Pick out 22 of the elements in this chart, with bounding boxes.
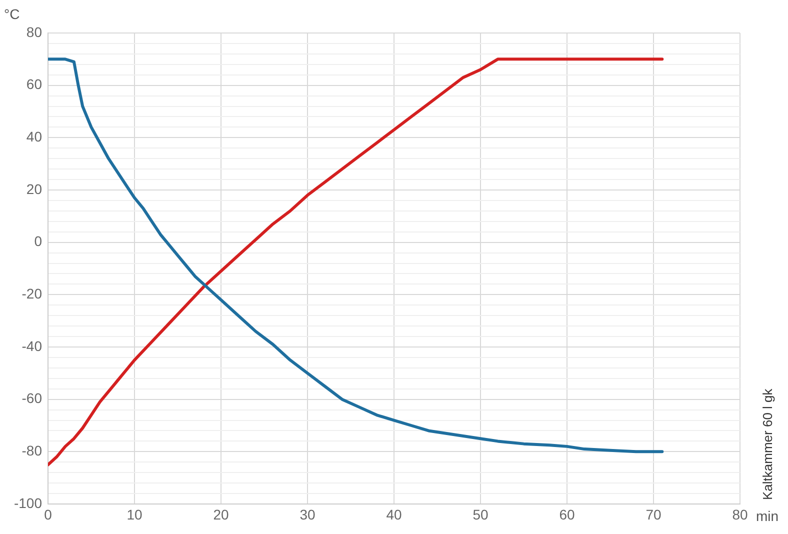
y-tick-label: -60	[22, 390, 42, 406]
x-tick-label: 50	[472, 506, 488, 522]
x-tick-label: 30	[300, 506, 316, 522]
x-tick-label: 0	[44, 506, 52, 522]
x-tick-label: 10	[126, 506, 142, 522]
x-tick-label: 40	[386, 506, 402, 522]
y-tick-label: 20	[26, 180, 42, 197]
y-tick-label: 80	[26, 24, 42, 40]
text: Kaltkammer 60 l gk	[760, 388, 775, 500]
x-axis-title: min	[756, 508, 779, 524]
y-tick-label: 60	[26, 76, 42, 92]
y-tick-label: -40	[22, 338, 42, 354]
y-tick-label: -20	[22, 286, 42, 302]
x-tick-label: 20	[213, 506, 229, 522]
y-tick-label: -100	[14, 494, 42, 511]
y-tick-label: 40	[26, 128, 42, 145]
y-tick-label: -80	[22, 442, 42, 459]
x-tick-label: 80	[732, 506, 748, 522]
y-axis-title: °C	[4, 6, 20, 22]
y-tick-label: 0	[34, 233, 42, 250]
x-tick-label: 70	[646, 506, 662, 522]
x-tick-label: 60	[559, 506, 575, 522]
